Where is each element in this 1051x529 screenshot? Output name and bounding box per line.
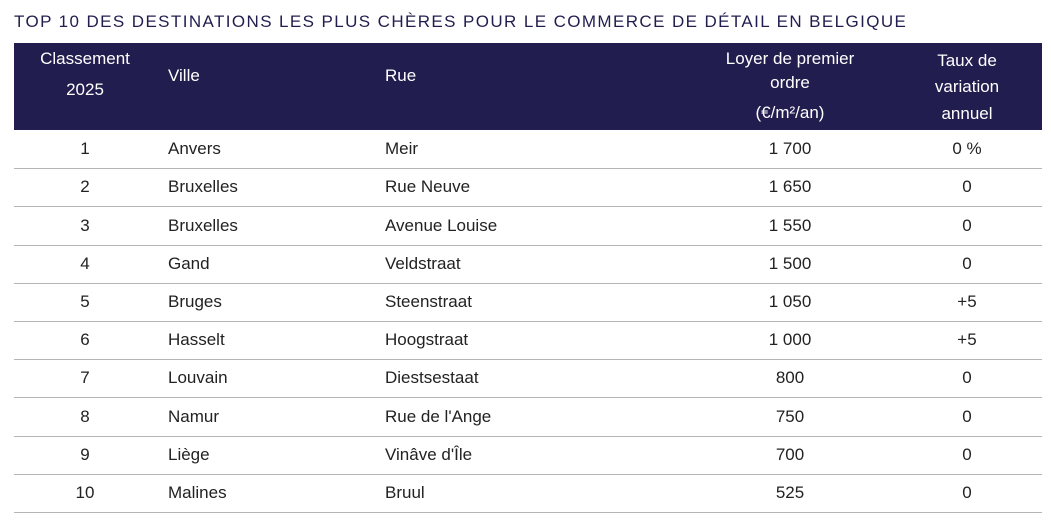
table-cell: Liège [168, 444, 210, 464]
table-cell: Anvers [168, 139, 221, 159]
table-cell: Bruges [168, 291, 222, 311]
row-rule [14, 168, 1042, 170]
table-cell: Meir [385, 139, 419, 159]
table-cell: 1 [80, 139, 90, 159]
table-cell: 1 050 [768, 291, 812, 311]
table-cell: 2 [80, 177, 90, 197]
table-cell: 0 [962, 177, 972, 197]
table-cell: Diestsestaat [385, 368, 479, 388]
row-rule [14, 282, 1042, 284]
table-cell: Rue Neuve [385, 177, 471, 197]
table-cell: Veldstraat [385, 253, 461, 273]
header-cell: ordre [770, 73, 810, 92]
table-cell: 0 [962, 444, 972, 464]
table-cell: +5 [957, 330, 977, 350]
header-cell: 2025 [66, 80, 104, 99]
title: TOP 10 DES DESTINATIONS LES PLUS CHÈRES … [14, 12, 908, 31]
table-cell: 0 [962, 368, 972, 388]
table-cell: 1 550 [768, 215, 812, 235]
header-cell: Loyer de premier [725, 49, 855, 68]
row-rule [14, 512, 1042, 513]
row-rule [14, 321, 1042, 322]
table-cell: 750 [775, 406, 805, 426]
table-cell: Avenue Louise [385, 215, 498, 235]
table-cell: Namur [168, 406, 220, 426]
header-band [14, 43, 1042, 130]
table-cell: 4 [80, 253, 90, 273]
table-cell: Hasselt [168, 330, 225, 350]
table-cell: +5 [957, 291, 977, 311]
table-cell: 0 [962, 482, 972, 502]
table-cell: Bruxelles [168, 215, 238, 235]
row-rule [14, 397, 1042, 399]
table-cell: Bruul [385, 482, 425, 502]
table-cell: Bruxelles [168, 177, 238, 197]
header-cell: Ville [168, 66, 200, 85]
header-cell: Classement [40, 49, 130, 68]
table-cell: 0 [962, 215, 972, 235]
row-rule [14, 435, 1042, 437]
table-cell: 8 [80, 406, 90, 426]
header-cell: variation [934, 77, 1000, 96]
table-cell: 1 000 [768, 330, 812, 350]
table-cell: 1 650 [768, 177, 812, 197]
table-cell: 7 [80, 368, 90, 388]
header-cell: annuel [941, 104, 993, 123]
table-cell: Hoogstraat [385, 330, 469, 350]
table-cell: 1 500 [768, 253, 812, 273]
table-cell: 6 [80, 330, 90, 350]
table-cell: Louvain [168, 368, 228, 388]
table-cell: Steenstraat [385, 291, 472, 311]
table-cell: 800 [775, 368, 805, 388]
row-rule [14, 473, 1042, 475]
header-cell: Rue [385, 66, 417, 85]
table-cell: 0 [962, 406, 972, 426]
table-cell: Vinâve d'Île [385, 444, 473, 464]
table-cell: 5 [80, 291, 90, 311]
row-rule [14, 206, 1042, 208]
header-cell: (€/m²/an) [755, 103, 825, 122]
table-cell: 0 [962, 253, 972, 273]
table-cell: 700 [775, 444, 805, 464]
table-cell: 10 [75, 482, 95, 502]
table-cell: 0 % [952, 139, 982, 159]
table-cell: Gand [168, 253, 210, 273]
header-cell: Taux de [937, 51, 997, 70]
table-cell: Malines [168, 482, 227, 502]
row-rule [14, 244, 1042, 246]
table-cell: 1 700 [768, 139, 812, 159]
table-cell: Rue de l'Ange [385, 406, 492, 426]
table-cell: 525 [775, 482, 805, 502]
table-cell: 9 [80, 444, 90, 464]
table-cell: 3 [80, 215, 90, 235]
row-rule [14, 359, 1042, 361]
